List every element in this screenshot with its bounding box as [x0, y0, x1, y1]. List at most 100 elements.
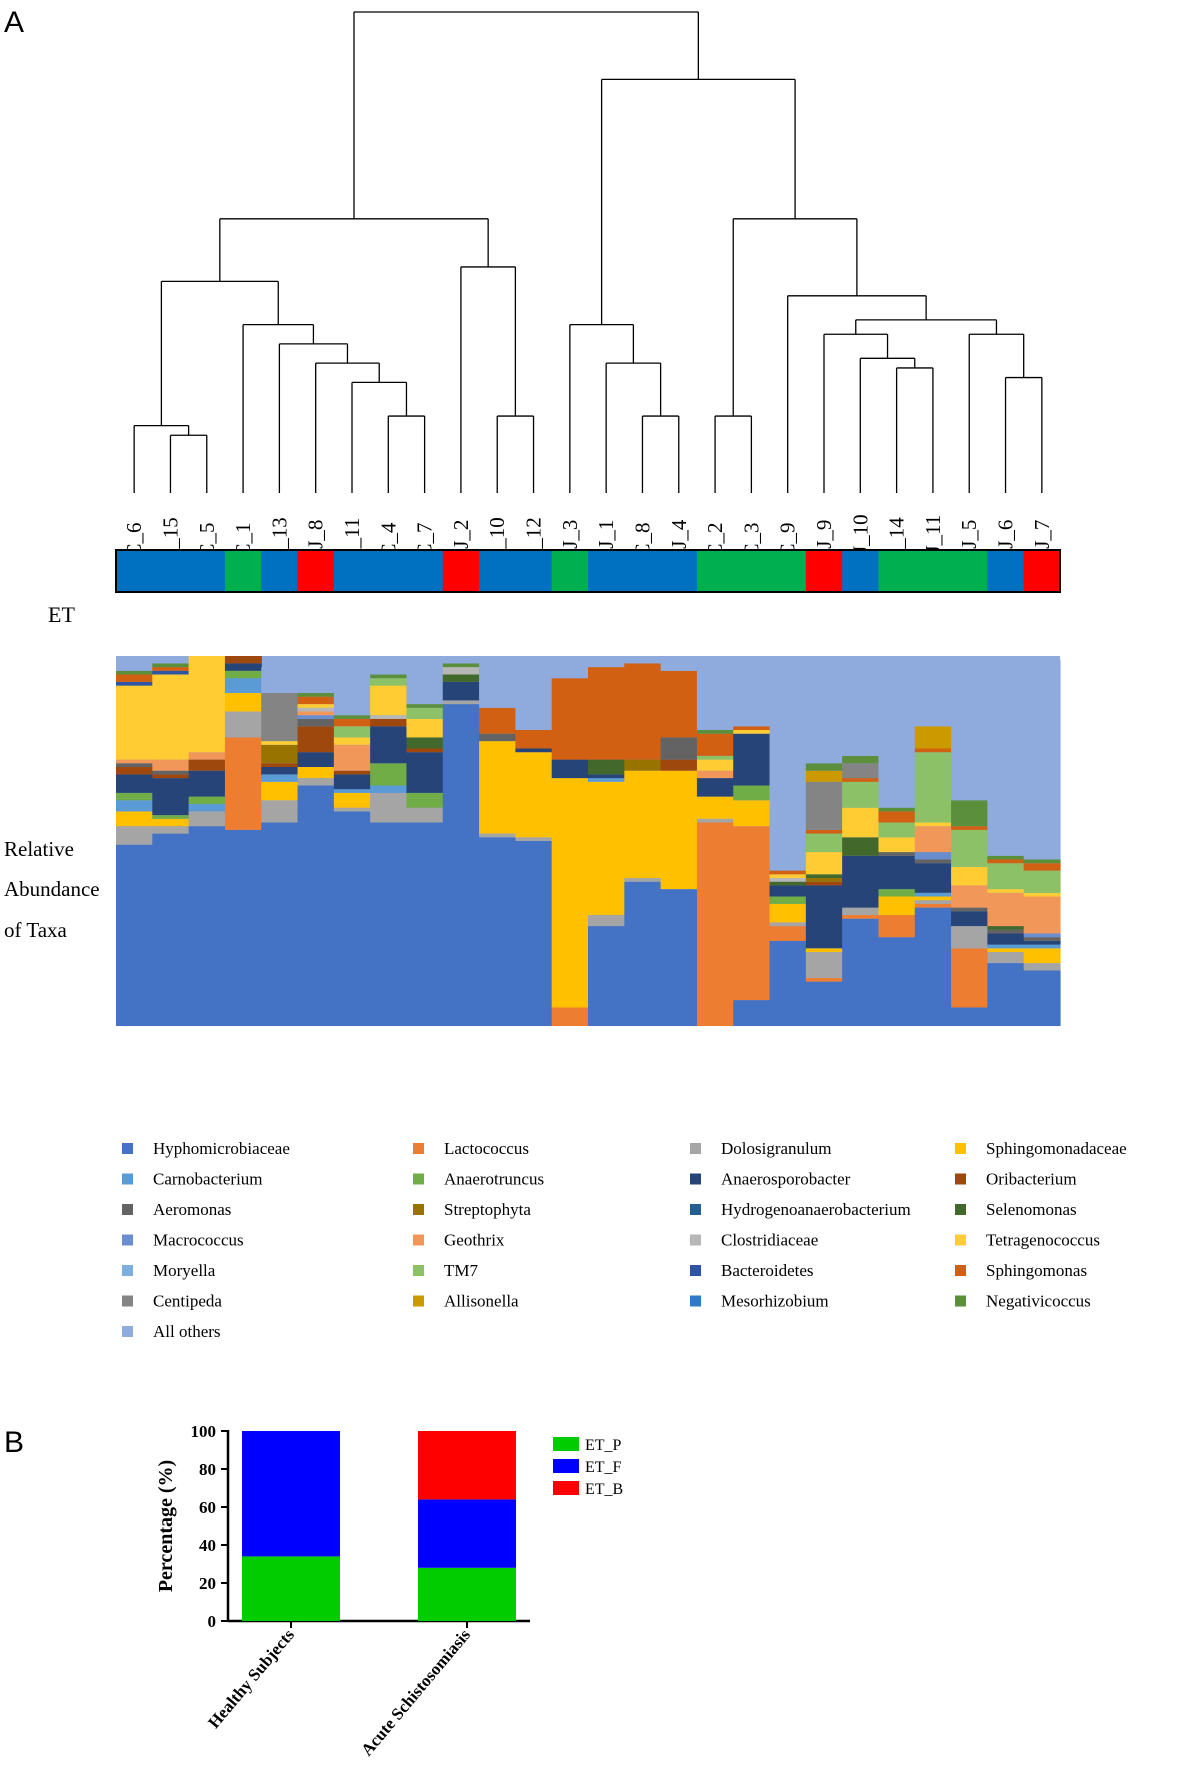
abundance-segment-anaerotruncus — [116, 792, 153, 801]
abundance-segment-macrococcus — [1023, 933, 1061, 938]
abundance-segment-macrococcus — [914, 852, 952, 860]
abundance-segment-lactococcus — [805, 977, 843, 982]
y-tick-label: 60 — [199, 1498, 216, 1517]
et-cell — [696, 550, 734, 592]
abundance-segment-bacteroidetes — [152, 670, 190, 675]
et-cell — [515, 550, 553, 592]
abundance-segment-dolosigranulum — [442, 700, 480, 705]
abundance-segment-lactococcus — [733, 826, 771, 1001]
et-cell — [914, 550, 952, 592]
abundance-segment-anaerosporobacter — [588, 774, 625, 779]
abundance-segment-hyphomicrobiaceae — [152, 833, 190, 1026]
abundance-segment-clostridiaceae — [769, 878, 807, 882]
abundance-segment-negativicoccus — [116, 670, 153, 675]
abundance-segment-tm7 — [406, 707, 444, 719]
abundance-segment-anaerosporobacter — [442, 681, 480, 701]
abundance-segment-tm7 — [370, 678, 408, 686]
abundance-segment-dolosigranulum — [842, 907, 880, 915]
legend-swatch — [955, 1265, 966, 1276]
legend-label: ET_B — [585, 1481, 623, 1498]
y-tick-label: 40 — [199, 1536, 216, 1555]
legend-label: Oribacterium — [986, 1170, 1077, 1189]
abundance-segment-all-others — [442, 659, 480, 664]
legend-swatch — [413, 1265, 424, 1276]
abundance-segment-oribacterium — [152, 774, 190, 779]
abundance-segment-macrococcus — [297, 715, 335, 719]
abundance-segment-carnobacterium — [588, 778, 625, 782]
abundance-segment-all-others — [370, 656, 408, 675]
abundance-segment-aeromonas — [660, 737, 698, 760]
legend-label: Allisonella — [444, 1292, 519, 1311]
abundance-segment-hyphomicrobiaceae — [261, 822, 299, 1026]
abundance-segment-negativicoccus — [406, 704, 444, 708]
bar-segment-et_p — [418, 1567, 516, 1621]
abundance-segment-negativicoccus — [333, 715, 371, 719]
abundance-segment-tetragenococcus — [406, 718, 444, 738]
abundance-segment-streptophyta — [261, 744, 299, 764]
abundance-segment-tetragenococcus — [733, 730, 771, 734]
abundance-segment-anaerosporobacter — [188, 770, 226, 797]
et-cell — [442, 550, 480, 592]
abundance-segment-tetragenococcus — [696, 759, 734, 771]
abundance-segment-carnobacterium — [261, 774, 299, 782]
abundance-segment-tetragenococcus — [116, 685, 153, 760]
abundance-segment-tetragenococcus — [370, 685, 408, 716]
legend-label: ET_F — [585, 1459, 622, 1476]
abundance-segment-bacteroidetes — [116, 681, 153, 686]
abundance-segment-aeromonas — [297, 718, 335, 727]
abundance-segment-geothrix — [333, 744, 371, 771]
et-cell — [370, 550, 407, 592]
et-cell — [805, 550, 843, 592]
abundance-segment-anaerotruncus — [733, 785, 771, 801]
abundance-segment-tm7 — [805, 833, 843, 853]
abundance-segment-anaerosporobacter — [515, 748, 553, 753]
legend-swatch — [690, 1204, 701, 1215]
abundance-segment-sphingomonadaceae — [696, 796, 734, 819]
abundance-segment-sphingomonas — [297, 696, 335, 705]
abundance-segment-sphingomonas — [588, 667, 625, 760]
abundance-segment-all-others — [152, 656, 190, 664]
abundance-segment-hyphomicrobiaceae — [479, 837, 516, 1026]
abundance-segment-sphingomonas — [769, 870, 807, 875]
abundance-segment-anaerosporobacter — [406, 752, 444, 793]
abundance-segment-carnobacterium — [224, 678, 262, 693]
legend-swatch — [122, 1204, 133, 1215]
abundance-segment-hyphomicrobiaceae — [515, 841, 553, 1026]
abundance-segment-tetragenococcus — [951, 866, 988, 886]
abundance-segment-anaerosporobacter — [333, 774, 371, 790]
abundance-segment-tm7 — [1023, 870, 1061, 893]
abundance-segment-tetragenococcus — [152, 674, 190, 760]
abundance-segment-centipeda — [805, 781, 843, 830]
legend-swatch — [690, 1295, 701, 1307]
abundance-segment-tm7 — [878, 822, 916, 838]
legend-label: Sphingomonas — [986, 1261, 1087, 1280]
y-tick-label: 100 — [191, 1422, 217, 1441]
abundance-segment-sphingomonas — [479, 707, 516, 734]
abundance-label: Relative Abundance of Taxa — [4, 837, 100, 942]
legend-swatch — [413, 1295, 424, 1307]
abundance-segment-anaerotruncus — [188, 796, 226, 804]
abundance-segment-negativicoccus — [878, 807, 916, 812]
taxa-legend: Hyphomicrobiaceae Lactococcus Dolosigranul… — [122, 1139, 1127, 1341]
abundance-segment-sphingomonadaceae — [333, 792, 371, 808]
abundance-segment-lactococcus — [696, 822, 734, 1026]
abundance-segment-clostridiaceae — [442, 667, 480, 675]
et-cell — [551, 550, 589, 592]
legend-label: Macrococcus — [153, 1231, 244, 1250]
et-cell — [261, 550, 299, 592]
abundance-segment-hyphomicrobiaceae — [442, 704, 480, 1026]
abundance-segment-tm7 — [696, 755, 734, 760]
abundance-segment-all-others — [660, 656, 698, 671]
legend-label: Negativicoccus — [986, 1292, 1091, 1311]
abundance-segment-all-others — [333, 663, 371, 716]
abundance-segment-dolosigranulum — [333, 807, 371, 812]
abundance-segment-tetragenococcus — [297, 704, 335, 708]
abundance-segment-lactococcus — [551, 1007, 589, 1026]
abundance-segment-dolosigranulum — [914, 900, 952, 904]
y-tick-label: 20 — [199, 1574, 216, 1593]
abundance-segment-anaerosporobacter — [116, 774, 153, 793]
legend-swatch — [690, 1234, 701, 1246]
legend-label: Bacteroidetes — [721, 1261, 814, 1280]
legend-swatch — [690, 1173, 701, 1185]
